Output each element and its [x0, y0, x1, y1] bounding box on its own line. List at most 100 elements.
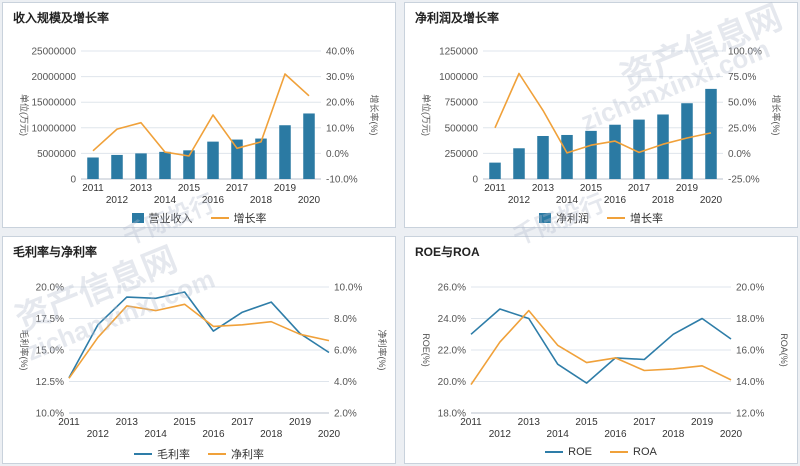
y-right-tick-label: 20.0% [736, 283, 764, 294]
chart-svg-margins: 10.0% 12.5% 15.0% 17.5% 20.0% 2.0% 4.0% 6.0% 8.0… [19, 283, 388, 441]
y-right-tick-label: 20.0% [326, 98, 354, 109]
y-right-axis-title: 增长率(%) [369, 95, 380, 136]
legend-item-roe[interactable]: ROE [545, 446, 592, 458]
chart-svg-revenue: 0 5000000 10000000 15000000 20000000 25000000… [19, 47, 380, 207]
x-tick-label: 2019 [676, 183, 699, 194]
bar [585, 130, 597, 179]
bar [207, 141, 219, 179]
bar [303, 113, 315, 179]
bar [111, 154, 123, 179]
x-tick-label: 2018 [652, 195, 675, 206]
chart-legend: 毛利率 净利率 [3, 446, 395, 462]
series-line [470, 309, 732, 386]
chart-panel-net-profit: 净利润及增长率 0 250000 500000 750000 1000000 125000… [404, 2, 798, 228]
bar [657, 114, 669, 179]
chart-panel-roe-roa: ROE与ROA 18.0% 20.0% 22.0% 24.0% 26.0% 12.0% 14… [404, 236, 798, 464]
y-right-axis-title: ROA(%) [779, 333, 789, 367]
y-right-tick-label: 16.0% [736, 346, 764, 357]
legend-item-revenue[interactable]: 营业收入 [131, 210, 193, 226]
y-right-axis-title: 增长率(%) [771, 95, 782, 136]
legend-swatch-line [208, 453, 226, 455]
chart-panel-margins: 毛利率与净利率 10.0% 12.5% 15.0% 17.5% 20.0% 2.0% 4.0… [2, 236, 396, 464]
y-tick-label: 15.0% [36, 346, 64, 357]
y-right-tick-label: 50.0% [728, 98, 756, 109]
y-tick-label: 20000000 [32, 72, 77, 83]
bar [279, 125, 291, 179]
chart-legend: ROE ROA [405, 446, 797, 458]
y-right-tick-label: 100.0% [728, 47, 762, 58]
x-tick-label: 2011 [484, 183, 506, 194]
legend-label: 增长率 [233, 213, 267, 225]
chart-svg-net-profit: 0 250000 500000 750000 1000000 1250000 -25.0% 0… [421, 47, 782, 207]
y-tick-label: 5000000 [37, 149, 76, 160]
y-right-tick-label: 75.0% [728, 72, 756, 83]
x-tick-label: 2016 [604, 429, 627, 440]
chart-svg-roe-roa: 18.0% 20.0% 22.0% 24.0% 26.0% 12.0% 14.0% 16.0%… [421, 283, 789, 441]
panel-title: ROE与ROA [415, 245, 480, 259]
y-right-tick-label: -10.0% [326, 175, 358, 186]
y-right-tick-label: 2.0% [334, 409, 357, 420]
x-tick-label: 2012 [106, 195, 129, 206]
y-tick-label: 1000000 [439, 72, 478, 83]
panel-title: 收入规模及增长率 [13, 11, 110, 25]
y-right-axis-title: 净利率(%) [377, 330, 388, 371]
x-tick-label: 2012 [489, 429, 512, 440]
y-right-tick-label: -25.0% [728, 175, 760, 186]
y-tick-label: 0 [70, 175, 76, 186]
legend-item-roa[interactable]: ROA [610, 446, 657, 458]
y-right-tick-label: 10.0% [326, 123, 354, 134]
x-tick-label: 2019 [691, 417, 714, 428]
bar [633, 119, 645, 179]
y-tick-label: 20.0% [438, 377, 466, 388]
x-tick-label: 2016 [202, 429, 225, 440]
y-right-tick-label: 18.0% [736, 314, 764, 325]
y-right-tick-label: 10.0% [334, 283, 362, 294]
bar [513, 148, 525, 179]
chart-panel-revenue: 收入规模及增长率 0 5000000 10000000 15000000 2000000… [2, 2, 396, 228]
panel-title: 毛利率与净利率 [13, 245, 98, 259]
y-right-tick-label: 25.0% [728, 123, 756, 134]
legend-item-net-margin[interactable]: 净利率 [208, 446, 264, 462]
x-tick-label: 2019 [289, 417, 312, 428]
legend-swatch-line [210, 217, 229, 219]
x-tick-label: 2014 [145, 429, 168, 440]
bar [705, 88, 717, 179]
bar [681, 103, 693, 179]
y-right-tick-label: 12.0% [736, 409, 764, 420]
y-right-tick-label: 8.0% [334, 314, 357, 325]
x-tick-label: 2017 [231, 417, 254, 428]
bar [183, 150, 195, 179]
series-line [68, 291, 330, 379]
x-tick-label: 2014 [547, 429, 570, 440]
x-tick-label: 2011 [58, 417, 80, 428]
legend-label: 净利润 [556, 213, 589, 225]
legend-item-growth[interactable]: 增长率 [607, 210, 663, 226]
y-tick-label: 250000 [445, 149, 479, 160]
legend-item-net-profit[interactable]: 净利润 [539, 210, 589, 226]
y-right-tick-label: 0.0% [326, 149, 349, 160]
bar [135, 153, 147, 179]
y-tick-label: 10.0% [36, 409, 64, 420]
x-tick-label: 2018 [260, 429, 283, 440]
y-right-tick-label: 0.0% [728, 149, 751, 160]
x-tick-label: 2013 [116, 417, 139, 428]
x-tick-label: 2020 [318, 429, 341, 440]
y-tick-label: 15000000 [32, 98, 77, 109]
y-tick-label: 25000000 [32, 47, 77, 58]
bar [609, 124, 621, 179]
x-tick-label: 2016 [202, 195, 225, 206]
y-axis-title: 单位(万元) [421, 94, 432, 136]
x-tick-label: 2015 [173, 417, 196, 428]
y-tick-label: 750000 [445, 98, 479, 109]
legend-item-growth[interactable]: 增长率 [210, 210, 267, 226]
x-tick-label: 2013 [532, 183, 555, 194]
y-tick-label: 22.0% [438, 346, 466, 357]
legend-item-gross-margin[interactable]: 毛利率 [134, 446, 190, 462]
panel-title: 净利润及增长率 [415, 11, 500, 25]
x-tick-label: 2020 [298, 195, 321, 206]
legend-swatch-bar [131, 213, 144, 223]
legend-label: 净利率 [231, 449, 264, 461]
y-axis-title: 毛利率(%) [19, 330, 30, 371]
x-tick-label: 2018 [250, 195, 273, 206]
series-line [68, 303, 330, 379]
